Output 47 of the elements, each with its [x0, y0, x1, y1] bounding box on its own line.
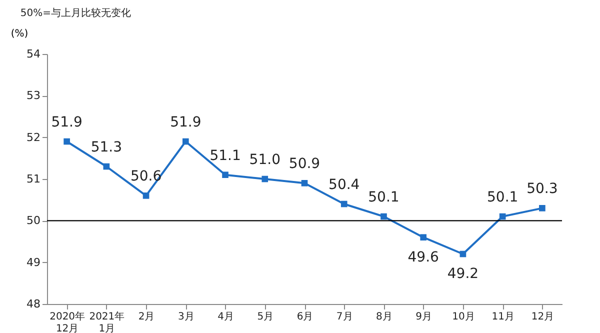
data-label: 51.9 — [51, 114, 82, 130]
point — [539, 205, 546, 212]
point — [182, 138, 189, 145]
x-tick-label: 2021年 1月 — [89, 310, 125, 333]
data-label: 50.1 — [368, 190, 400, 206]
data-label: 51.1 — [210, 148, 241, 164]
y-tick-label: 54 — [26, 48, 40, 60]
point — [420, 234, 427, 240]
data-label: 51.3 — [90, 140, 122, 156]
data-label: 50.4 — [328, 177, 360, 193]
x-tick-label: 2月 — [138, 312, 155, 322]
x-tick-label: 9月 — [416, 312, 432, 322]
x-tick-label: 3月 — [178, 312, 194, 322]
x-tick-label: 4月 — [218, 312, 234, 322]
data-label: 51.9 — [170, 114, 202, 130]
x-tick-label: 7月 — [336, 312, 353, 322]
y-axis-title: (%) — [10, 28, 28, 40]
point — [142, 192, 150, 199]
y-tick-label: 50 — [26, 214, 40, 228]
point — [340, 200, 348, 208]
y-tick-label: 52 — [26, 130, 40, 144]
data-label: 49.2 — [447, 266, 479, 282]
data-label: 50.9 — [288, 156, 320, 172]
x-tick-label: 10月 — [452, 312, 475, 322]
data-label: 49.6 — [408, 249, 440, 266]
point — [380, 213, 387, 220]
point — [64, 138, 70, 145]
point — [460, 250, 466, 258]
y-tick-label: 49 — [26, 256, 40, 269]
text: 50%=与上月比较无变化 — [20, 7, 131, 19]
x-tick-label: 6月 — [296, 312, 314, 322]
point — [499, 213, 506, 220]
x-tick-label: 8月 — [376, 312, 392, 322]
x-tick-label: 12月 — [531, 312, 554, 322]
y-tick-label: 48 — [26, 298, 40, 310]
x-tick-label: 2020年 12月 — [50, 310, 86, 333]
point — [262, 176, 268, 182]
point — [301, 180, 308, 186]
data-label: 50.3 — [526, 181, 558, 198]
x-tick-label: 11月 — [492, 312, 514, 322]
point — [103, 163, 110, 170]
point — [222, 172, 228, 178]
data-label: 51.0 — [249, 152, 280, 168]
data-label: 50.1 — [486, 190, 518, 206]
x-tick-label: 5月 — [257, 312, 274, 322]
y-tick-label: 53 — [26, 89, 40, 102]
y-tick-label: 51 — [26, 172, 40, 186]
